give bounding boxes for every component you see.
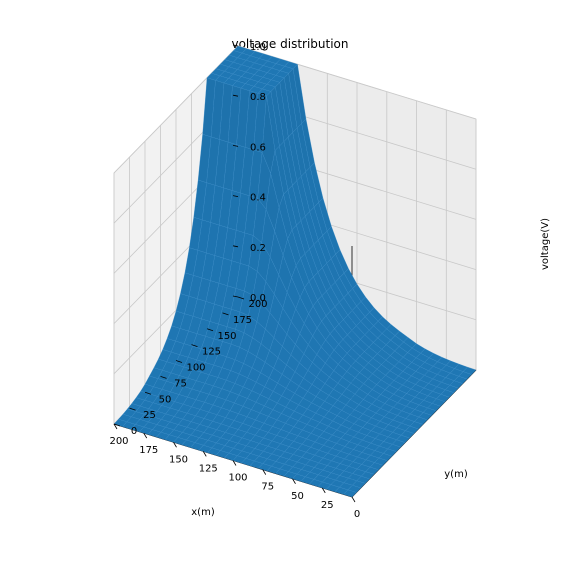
z-axis-label: voltage(V) [540,218,551,270]
z-tick [232,44,239,47]
y-tick-label: 75 [174,378,187,389]
y-tick-label: 25 [143,410,156,421]
z-tick-label: 1.0 [250,42,266,53]
z-tick-label: 0.6 [250,142,266,153]
z-tick [232,245,239,248]
x-tick [351,496,356,503]
x-tick-label: 25 [321,500,334,511]
z-tick-label: 0.8 [250,92,266,103]
x-tick [143,432,148,439]
surface-patch [343,489,357,498]
x-tick [202,451,207,457]
y-tick [237,296,245,300]
y-tick-label: 0 [131,426,137,437]
y-tick [206,328,214,332]
y-tick-label: 50 [159,394,172,405]
z-tick [232,195,239,197]
x-tick-label: 75 [261,482,274,493]
y-tick-label: 175 [233,315,252,326]
z-tick [232,295,239,298]
x-tick [113,423,118,430]
x-tick [173,442,177,448]
x-tick-label: 150 [169,454,188,465]
y-tick-label: 200 [248,299,267,310]
y-tick-label: 100 [186,363,205,374]
x-tick [292,478,296,484]
z-tick-label: 0.2 [250,243,266,254]
y-tick [129,407,136,411]
x-tick [232,460,237,466]
y-tick [222,312,229,316]
x-tick-label: 50 [291,491,304,502]
y-tick-label: 150 [217,331,236,342]
x-tick-label: 175 [139,445,158,456]
y-tick [113,423,121,427]
z-tick-label: 0.0 [250,293,266,304]
z-tick [232,145,239,147]
x-tick [321,487,326,494]
x-tick-label: 200 [109,436,128,447]
y-tick [160,375,167,379]
y-tick-label: 125 [202,347,221,358]
x-tick-label: 0 [354,509,360,520]
z-tick [232,94,239,97]
x-axis-label: x(m) [191,507,215,518]
y-tick [175,360,183,363]
axis-ticks: 0255075100125150175200025507510012515017… [109,42,360,520]
y-axis-label: y(m) [444,469,468,480]
voltage-surface [113,45,477,498]
y-tick [144,391,152,395]
x-tick-label: 125 [199,463,218,474]
chart-title: voltage distribution [231,37,348,51]
z-tick-label: 0.4 [250,193,266,204]
x-tick-label: 100 [228,473,247,484]
y-tick [191,344,198,348]
x-tick [262,469,267,475]
